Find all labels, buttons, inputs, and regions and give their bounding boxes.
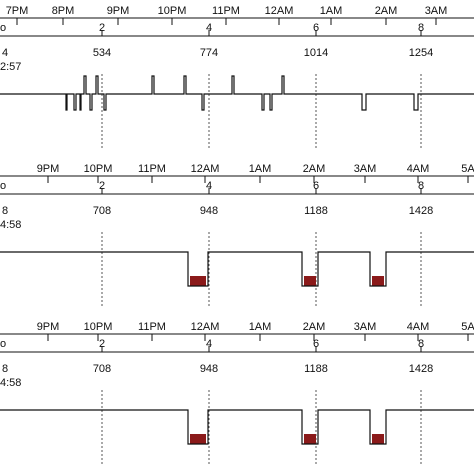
sleep-stage-trace: [0, 75, 474, 111]
record-duration-label: 4:58: [0, 377, 21, 389]
epoch-tick-label: 1428: [409, 205, 433, 217]
time-tick-label: 2AM: [375, 5, 398, 17]
hour-tick-label: 8: [418, 338, 424, 350]
deep-sleep-block: [304, 276, 316, 286]
sleep-stage-trace: [0, 409, 474, 445]
hour-tick-label: 6: [313, 22, 319, 34]
epoch-tick-label: 1188: [304, 205, 328, 217]
time-tick-label: 3AM: [354, 163, 377, 175]
hypnogram-panel-2: 9PM 10PM 11PM 12AM 1AM 2AM 3AM 4AM 5A o 2 4 6 8 8 708 94…: [0, 163, 474, 308]
hypnogram-panel-1: 7PM 8PM 9PM 10PM 11PM 12AM 1AM 2AM 3AM o 2 4 6 8 4 534 7…: [0, 5, 474, 150]
hour-tick-label: 4: [206, 180, 212, 192]
epoch-tick-label: 1428: [409, 363, 433, 375]
time-tick-label: 2AM: [303, 321, 326, 333]
epoch-tick-label: 1188: [304, 363, 328, 375]
time-tick-label: 11PM: [138, 163, 166, 175]
time-tick-label: 1AM: [320, 5, 343, 17]
time-tick-label: 8PM: [52, 5, 75, 17]
hour-tick-label: 4: [206, 338, 212, 350]
hour-tick-label: 8: [418, 180, 424, 192]
deep-sleep-block: [304, 434, 316, 444]
time-tick-label: 9PM: [37, 321, 60, 333]
time-tick-label: 9PM: [37, 163, 60, 175]
epoch-tick-label: 774: [200, 47, 218, 59]
sleep-stage-trace: [0, 251, 474, 287]
time-tick-label: 2AM: [303, 163, 326, 175]
time-tick-label: 12AM: [265, 5, 294, 17]
hour-tick-label: 6: [313, 338, 319, 350]
time-tick-label: 3AM: [425, 5, 448, 17]
record-duration-label: 4:58: [0, 219, 21, 231]
time-tick-label: 12AM: [191, 321, 220, 333]
deep-sleep-block: [372, 276, 384, 286]
time-tick-label: 10PM: [158, 5, 187, 17]
hour-tick-label: 2: [99, 338, 105, 350]
epoch-tick-label: 948: [200, 205, 218, 217]
epoch-tick-label: 8: [2, 205, 8, 217]
time-tick-label: 4AM: [407, 321, 430, 333]
hour-tick-label: o: [0, 338, 6, 350]
deep-sleep-block: [372, 434, 384, 444]
deep-sleep-block: [190, 276, 206, 286]
hypnogram-panel-3: 9PM 10PM 11PM 12AM 1AM 2AM 3AM 4AM 5A o 2 4 6 8 8 708 94…: [0, 321, 474, 466]
time-tick-label: 10PM: [84, 163, 113, 175]
epoch-tick-label: 1014: [304, 47, 328, 59]
epoch-tick-label: 708: [93, 205, 111, 217]
time-tick-label: 12AM: [191, 163, 220, 175]
deep-sleep-block: [190, 434, 206, 444]
epoch-tick-label: 708: [93, 363, 111, 375]
time-tick-label: 4AM: [407, 163, 430, 175]
hour-tick-label: 6: [313, 180, 319, 192]
time-tick-label: 5A: [461, 163, 474, 175]
hour-tick-label: o: [0, 180, 6, 192]
hour-tick-label: 8: [418, 22, 424, 34]
hour-tick-label: o: [0, 22, 6, 34]
time-tick-label: 1AM: [249, 163, 272, 175]
time-tick-label: 3AM: [354, 321, 377, 333]
hour-tick-label: 2: [99, 22, 105, 34]
epoch-tick-label: 948: [200, 363, 218, 375]
hour-tick-label: 2: [99, 180, 105, 192]
time-tick-label: 9PM: [107, 5, 130, 17]
record-duration-label: 2:57: [0, 61, 21, 73]
time-tick-label: 11PM: [212, 5, 240, 17]
time-tick-label: 11PM: [138, 321, 166, 333]
epoch-tick-label: 1254: [409, 47, 433, 59]
time-tick-label: 1AM: [249, 321, 272, 333]
time-tick-label: 7PM: [6, 5, 29, 17]
time-tick-label: 5A: [461, 321, 474, 333]
time-tick-label: 10PM: [84, 321, 113, 333]
hour-tick-label: 4: [206, 22, 212, 34]
epoch-tick-label: 8: [2, 363, 8, 375]
epoch-tick-label: 4: [2, 47, 8, 59]
epoch-tick-label: 534: [93, 47, 111, 59]
